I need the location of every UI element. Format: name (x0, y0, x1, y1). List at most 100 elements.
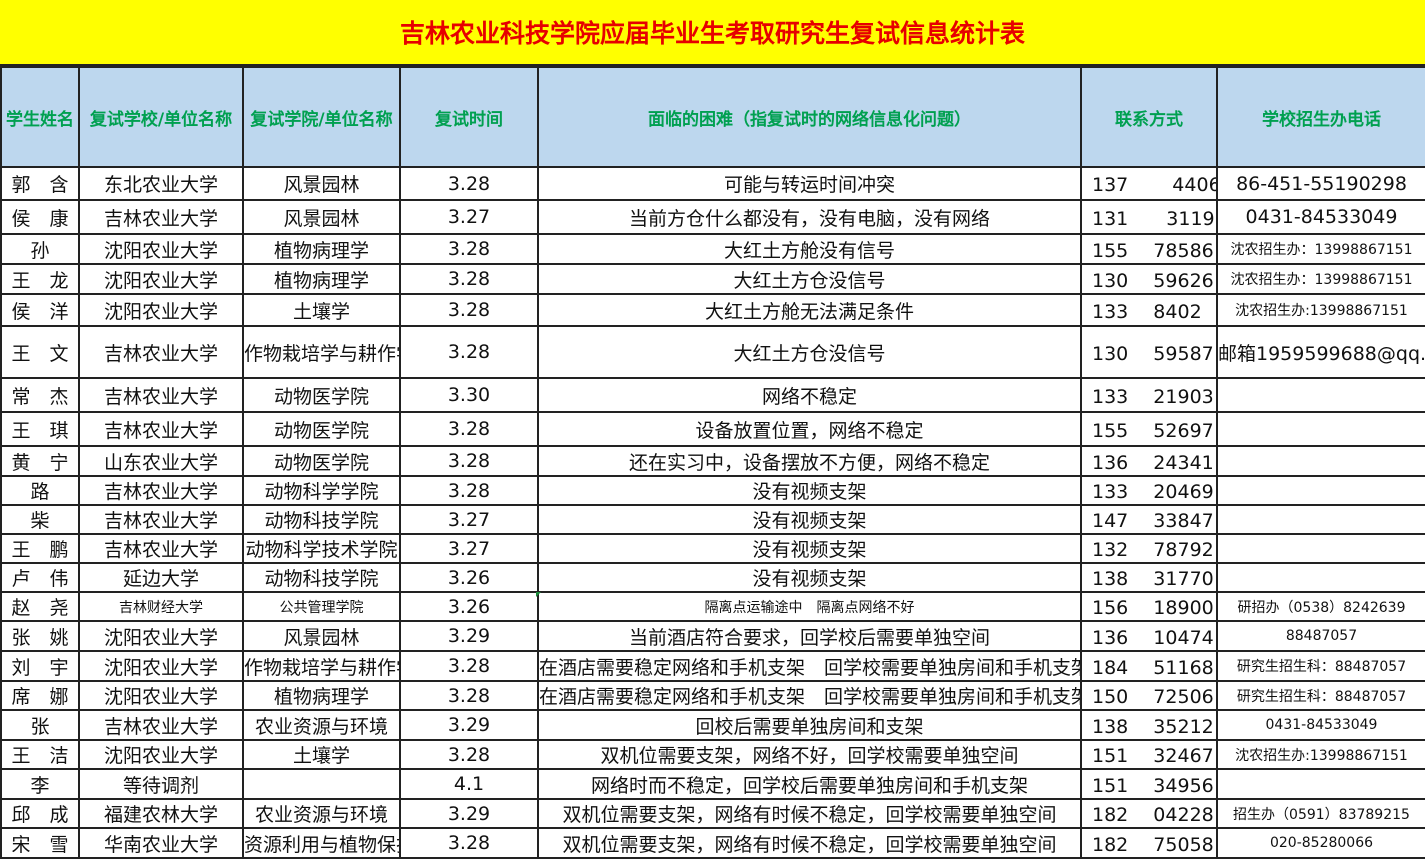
cell-difficulty[interactable]: 双机位需要支架，网络有时候不稳定，回学校需要单独空间 (537, 798, 1082, 829)
cell-difficulty[interactable]: 当前方仓什么都没有，没有电脑，没有网络 (537, 199, 1082, 235)
cell-retest-school[interactable]: 吉林农业大学 (78, 504, 244, 535)
cell-difficulty[interactable]: 没有视频支架 (537, 504, 1082, 535)
cell-student-name[interactable]: 柴 (0, 504, 80, 535)
column-header-student-name[interactable]: 学生姓名 (0, 66, 80, 168)
cell-student-name[interactable]: 赵 尧 (0, 591, 80, 622)
cell-admissions-phone[interactable] (1216, 768, 1425, 800)
cell-retest-school[interactable]: 沈阳农业大学 (78, 680, 244, 711)
cell-contact[interactable]: 156 18900 (1080, 591, 1218, 622)
column-header-difficulty[interactable]: 面临的困难（指复试时的网络信息化问题） (537, 66, 1082, 168)
cell-admissions-phone[interactable]: 沈农招生办:13998867151 (1216, 293, 1425, 327)
cell-student-name[interactable]: 王 龙 (0, 263, 80, 295)
cell-retest-school[interactable]: 沈阳农业大学 (78, 650, 244, 682)
cell-student-name[interactable]: 常 杰 (0, 377, 80, 413)
cell-admissions-phone[interactable] (1216, 475, 1425, 506)
cell-retest-school[interactable]: 沈阳农业大学 (78, 263, 244, 295)
cell-retest-date[interactable]: 3.28 (399, 233, 539, 265)
cell-student-name[interactable]: 王 鹏 (0, 533, 80, 564)
cell-retest-college[interactable]: 动物医学院 (242, 411, 401, 447)
cell-difficulty[interactable]: 没有视频支架 (537, 475, 1082, 506)
cell-admissions-phone[interactable] (1216, 411, 1425, 447)
cell-retest-date[interactable]: 3.28 (399, 680, 539, 711)
cell-retest-date[interactable]: 3.27 (399, 199, 539, 235)
cell-difficulty[interactable]: 大红土方仓没信号 (537, 325, 1082, 379)
cell-admissions-phone[interactable]: 沈农招生办：13998867151 (1216, 233, 1425, 265)
cell-admissions-phone[interactable]: 邮箱1959599688@qq.com (1216, 325, 1425, 379)
cell-retest-college[interactable]: 动物科技学院 (242, 504, 401, 535)
cell-difficulty[interactable]: 可能与转运时间冲突 (537, 166, 1082, 201)
cell-contact[interactable]: 137 4406 (1080, 166, 1218, 201)
cell-retest-college[interactable]: 风景园林 (242, 620, 401, 652)
cell-retest-date[interactable]: 3.28 (399, 411, 539, 447)
cell-contact[interactable]: 150 72506 (1080, 680, 1218, 711)
cell-retest-college[interactable]: 作物栽培学与耕作学 (242, 325, 401, 379)
cell-retest-college[interactable]: 资源利用与植物保护 (242, 827, 401, 859)
cell-retest-school[interactable]: 等待调剂 (78, 768, 244, 800)
cell-retest-school[interactable]: 沈阳农业大学 (78, 293, 244, 327)
cell-contact[interactable]: 155 78586 (1080, 233, 1218, 265)
cell-retest-date[interactable]: 3.28 (399, 263, 539, 295)
cell-contact[interactable]: 131 3119 (1080, 199, 1218, 235)
cell-retest-school[interactable]: 吉林农业大学 (78, 411, 244, 447)
cell-difficulty[interactable]: 大红土方仓没信号 (537, 263, 1082, 295)
cell-student-name[interactable]: 邱 成 (0, 798, 80, 829)
cell-retest-school[interactable]: 吉林农业大学 (78, 475, 244, 506)
cell-difficulty[interactable]: 大红土方舱没有信号 (537, 233, 1082, 265)
column-header-admissions-phone[interactable]: 学校招生办电话 (1216, 66, 1425, 168)
cell-contact[interactable]: 151 34956 (1080, 768, 1218, 800)
cell-retest-college[interactable]: 风景园林 (242, 199, 401, 235)
cell-admissions-phone[interactable] (1216, 504, 1425, 535)
cell-retest-date[interactable]: 3.29 (399, 709, 539, 741)
cell-retest-college[interactable]: 农业资源与环境 (242, 798, 401, 829)
cell-admissions-phone[interactable] (1216, 533, 1425, 564)
cell-contact[interactable]: 136 24341 (1080, 445, 1218, 477)
cell-student-name[interactable]: 刘 宇 (0, 650, 80, 682)
cell-retest-college[interactable]: 土壤学 (242, 293, 401, 327)
cell-difficulty[interactable]: 没有视频支架 (537, 562, 1082, 593)
column-header-retest-college[interactable]: 复试学院/单位名称 (242, 66, 401, 168)
cell-contact[interactable]: 182 04228 (1080, 798, 1218, 829)
cell-student-name[interactable]: 王 琪 (0, 411, 80, 447)
cell-retest-date[interactable]: 3.29 (399, 798, 539, 829)
cell-retest-school[interactable]: 东北农业大学 (78, 166, 244, 201)
cell-retest-date[interactable]: 4.1 (399, 768, 539, 800)
cell-retest-school[interactable]: 延边大学 (78, 562, 244, 593)
cell-student-name[interactable]: 张 (0, 709, 80, 741)
cell-admissions-phone[interactable]: 0431-84533049 (1216, 199, 1425, 235)
cell-retest-college[interactable]: 作物栽培学与耕作学 (242, 650, 401, 682)
cell-retest-college[interactable] (242, 768, 401, 800)
cell-admissions-phone[interactable] (1216, 445, 1425, 477)
cell-student-name[interactable]: 侯 洋 (0, 293, 80, 327)
cell-retest-college[interactable]: 公共管理学院 (242, 591, 401, 622)
cell-student-name[interactable]: 张 姚 (0, 620, 80, 652)
cell-difficulty[interactable]: 设备放置位置，网络不稳定 (537, 411, 1082, 447)
cell-student-name[interactable]: 王 文 (0, 325, 80, 379)
cell-difficulty[interactable]: 网络时而不稳定，回学校后需要单独房间和手机支架 (537, 768, 1082, 800)
cell-difficulty[interactable]: 双机位需要支架，网络不好，回学校需要单独空间 (537, 739, 1082, 770)
cell-difficulty[interactable]: 回校后需要单独房间和支架 (537, 709, 1082, 741)
cell-retest-date[interactable]: 3.26 (399, 562, 539, 593)
cell-admissions-phone[interactable]: 研究生招生科：88487057 (1216, 680, 1425, 711)
cell-admissions-phone[interactable]: 0431-84533049 (1216, 709, 1425, 741)
cell-retest-college[interactable]: 动物科学学院 (242, 475, 401, 506)
cell-difficulty[interactable]: 双机位需要支架，网络有时候不稳定，回学校需要单独空间 (537, 827, 1082, 859)
cell-contact[interactable]: 136 10474 (1080, 620, 1218, 652)
cell-retest-date[interactable]: 3.28 (399, 739, 539, 770)
cell-retest-date[interactable]: 3.28 (399, 166, 539, 201)
cell-contact[interactable]: 151 32467 (1080, 739, 1218, 770)
cell-retest-college[interactable]: 植物病理学 (242, 680, 401, 711)
cell-retest-school[interactable]: 山东农业大学 (78, 445, 244, 477)
cell-difficulty[interactable]: 在酒店需要稳定网络和手机支架 回学校需要单独房间和手机支架 (537, 680, 1082, 711)
cell-difficulty[interactable]: 当前酒店符合要求，回学校后需要单独空间 (537, 620, 1082, 652)
cell-retest-school[interactable]: 吉林农业大学 (78, 199, 244, 235)
cell-contact[interactable]: 138 31770 (1080, 562, 1218, 593)
cell-student-name[interactable]: 卢 伟 (0, 562, 80, 593)
cell-retest-date[interactable]: 3.28 (399, 650, 539, 682)
cell-admissions-phone[interactable]: 沈农招生办:13998867151 (1216, 739, 1425, 770)
cell-admissions-phone[interactable]: 研招办（0538）8242639 (1216, 591, 1425, 622)
cell-difficulty[interactable]: 还在实习中，设备摆放不方便，网络不稳定 (537, 445, 1082, 477)
cell-difficulty[interactable]: 在酒店需要稳定网络和手机支架 回学校需要单独房间和手机支架 (537, 650, 1082, 682)
cell-student-name[interactable]: 宋 雪 (0, 827, 80, 859)
cell-retest-college[interactable]: 风景园林 (242, 166, 401, 201)
cell-retest-school[interactable]: 吉林农业大学 (78, 377, 244, 413)
